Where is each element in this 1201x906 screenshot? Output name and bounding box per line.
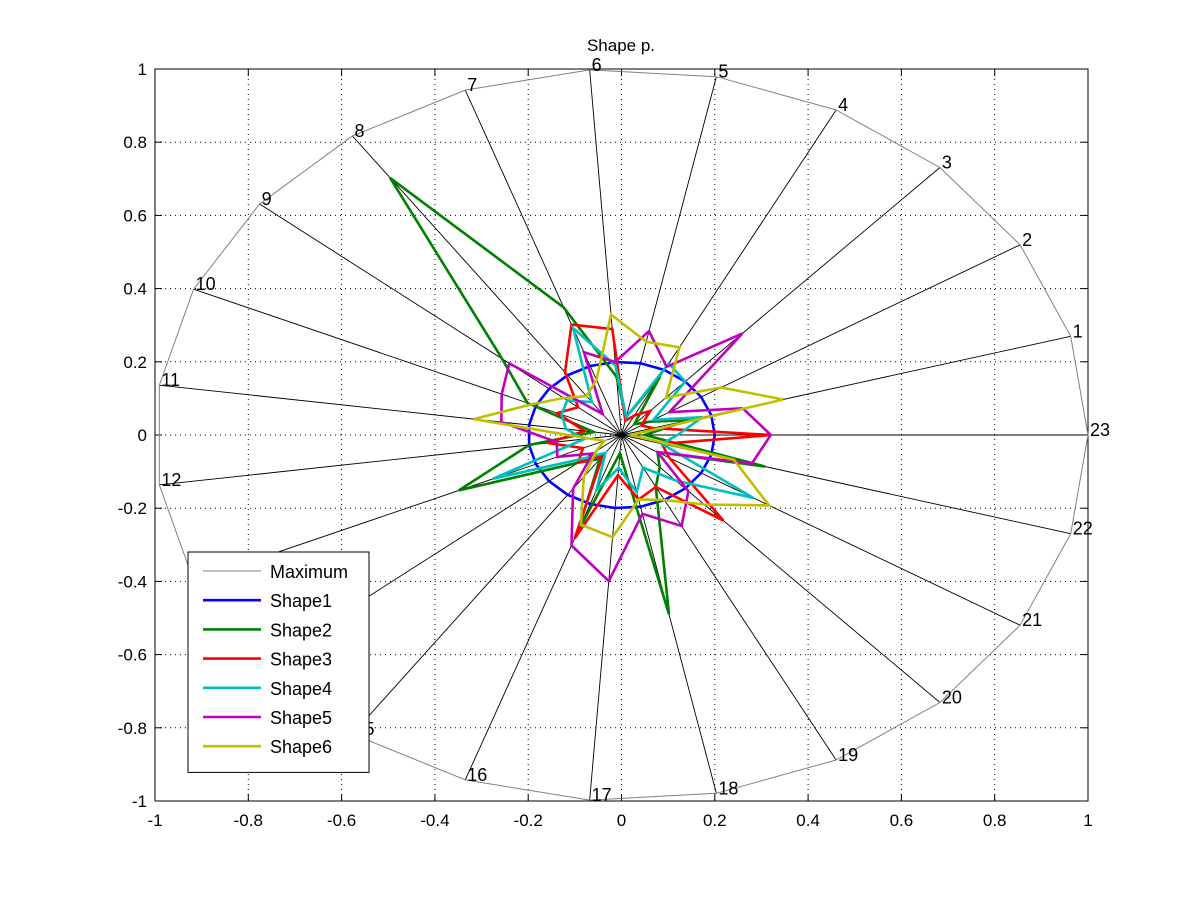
radar-axis-label: 19 [838,745,858,765]
radar-spoke [621,76,717,436]
y-tick-label: -1 [132,792,147,811]
legend-label: Maximum [270,562,348,582]
y-tick-label: 0 [138,426,147,445]
y-tick-label: 0.4 [123,280,147,299]
x-tick-label: 0 [617,811,626,830]
radar-axis-label: 17 [592,785,612,805]
legend-label: Shape5 [270,708,332,728]
x-tick-label: 0.6 [890,811,914,830]
series-line-shape3 [547,323,771,540]
x-tick-label: -0.2 [514,811,543,830]
axis-ticks: -1 -0.8 -0.6 -0.4 -0.2 0 0.2 0.4 0.6 0.8 110.80.60… [118,60,1093,830]
y-tick-label: 0.2 [123,353,147,372]
radar-spoke [621,434,1021,626]
radar-axis-label: 3 [942,153,952,173]
radar-axis-label: 6 [592,55,602,75]
x-tick-label: 0.4 [796,811,820,830]
legend-label: Shape3 [270,650,332,670]
legend-label: Shape2 [270,620,332,640]
series-line-shape1 [527,360,717,510]
radar-axis-label: 10 [196,274,216,294]
radar-spoke [621,167,941,436]
legend-label: Shape6 [270,737,332,757]
radar-series [158,69,1089,801]
radar-axis-label: 21 [1022,610,1042,630]
radar-spoke [193,288,622,436]
radar-axis-label: 18 [718,778,738,798]
radar-spoke [159,434,622,486]
y-tick-label: 0.8 [123,133,147,152]
radar-axis-label: 8 [354,121,364,141]
radar-axis-label: 5 [718,62,728,82]
radar-axis-label: 12 [161,470,181,490]
y-tick-label: 0.6 [123,206,147,225]
radar-axis-label: 4 [838,95,848,115]
radar-spoke [259,203,622,436]
y-tick-label: -0.4 [118,572,147,591]
radar-axis-label: 7 [467,75,477,95]
series-line-maximum [158,69,1089,801]
radar-axis-label: 20 [942,687,962,707]
y-tick-label: -0.6 [118,646,147,665]
legend-box [187,551,370,773]
x-tick-label: -1 [147,811,162,830]
legend-label: Shape1 [270,591,332,611]
x-tick-label: 0.2 [703,811,727,830]
series-line-shape5 [499,328,773,584]
chart-title: Shape p. [587,36,655,55]
radar-axis-label: 2 [1022,230,1032,250]
x-tick-label: -0.4 [420,811,449,830]
radar-axis-label: 11 [161,370,180,390]
radar-axis-label: 23 [1090,420,1110,440]
legend-label: Shape4 [270,679,332,699]
radar-spoke [621,244,1021,436]
radar-axis-label: 16 [467,765,487,785]
radar-spoke [464,89,622,436]
x-tick-label: 0.8 [983,811,1007,830]
y-tick-label: 1 [138,60,147,79]
radar-axis-label: 9 [262,189,272,209]
x-tick-label: -0.6 [327,811,356,830]
series-line-shape4 [492,324,754,500]
radar-spoke [352,135,622,436]
radar-axis-label: 1 [1073,321,1083,341]
legend: Maximum Shape1 Shape2 Shape3 Shape4 Shape5 Sha… [187,551,370,773]
series-line-shape6 [473,312,784,539]
x-tick-label: -0.8 [234,811,263,830]
y-tick-label: -0.8 [118,719,147,738]
radar-axis-label: 22 [1073,519,1093,539]
radar-spoke [159,384,622,436]
radar-axis-labels: 1234567891011121314151617181920212223 [161,55,1110,805]
x-tick-label: 1 [1083,811,1092,830]
radar-spoke [589,434,622,801]
y-tick-label: -0.2 [118,499,147,518]
